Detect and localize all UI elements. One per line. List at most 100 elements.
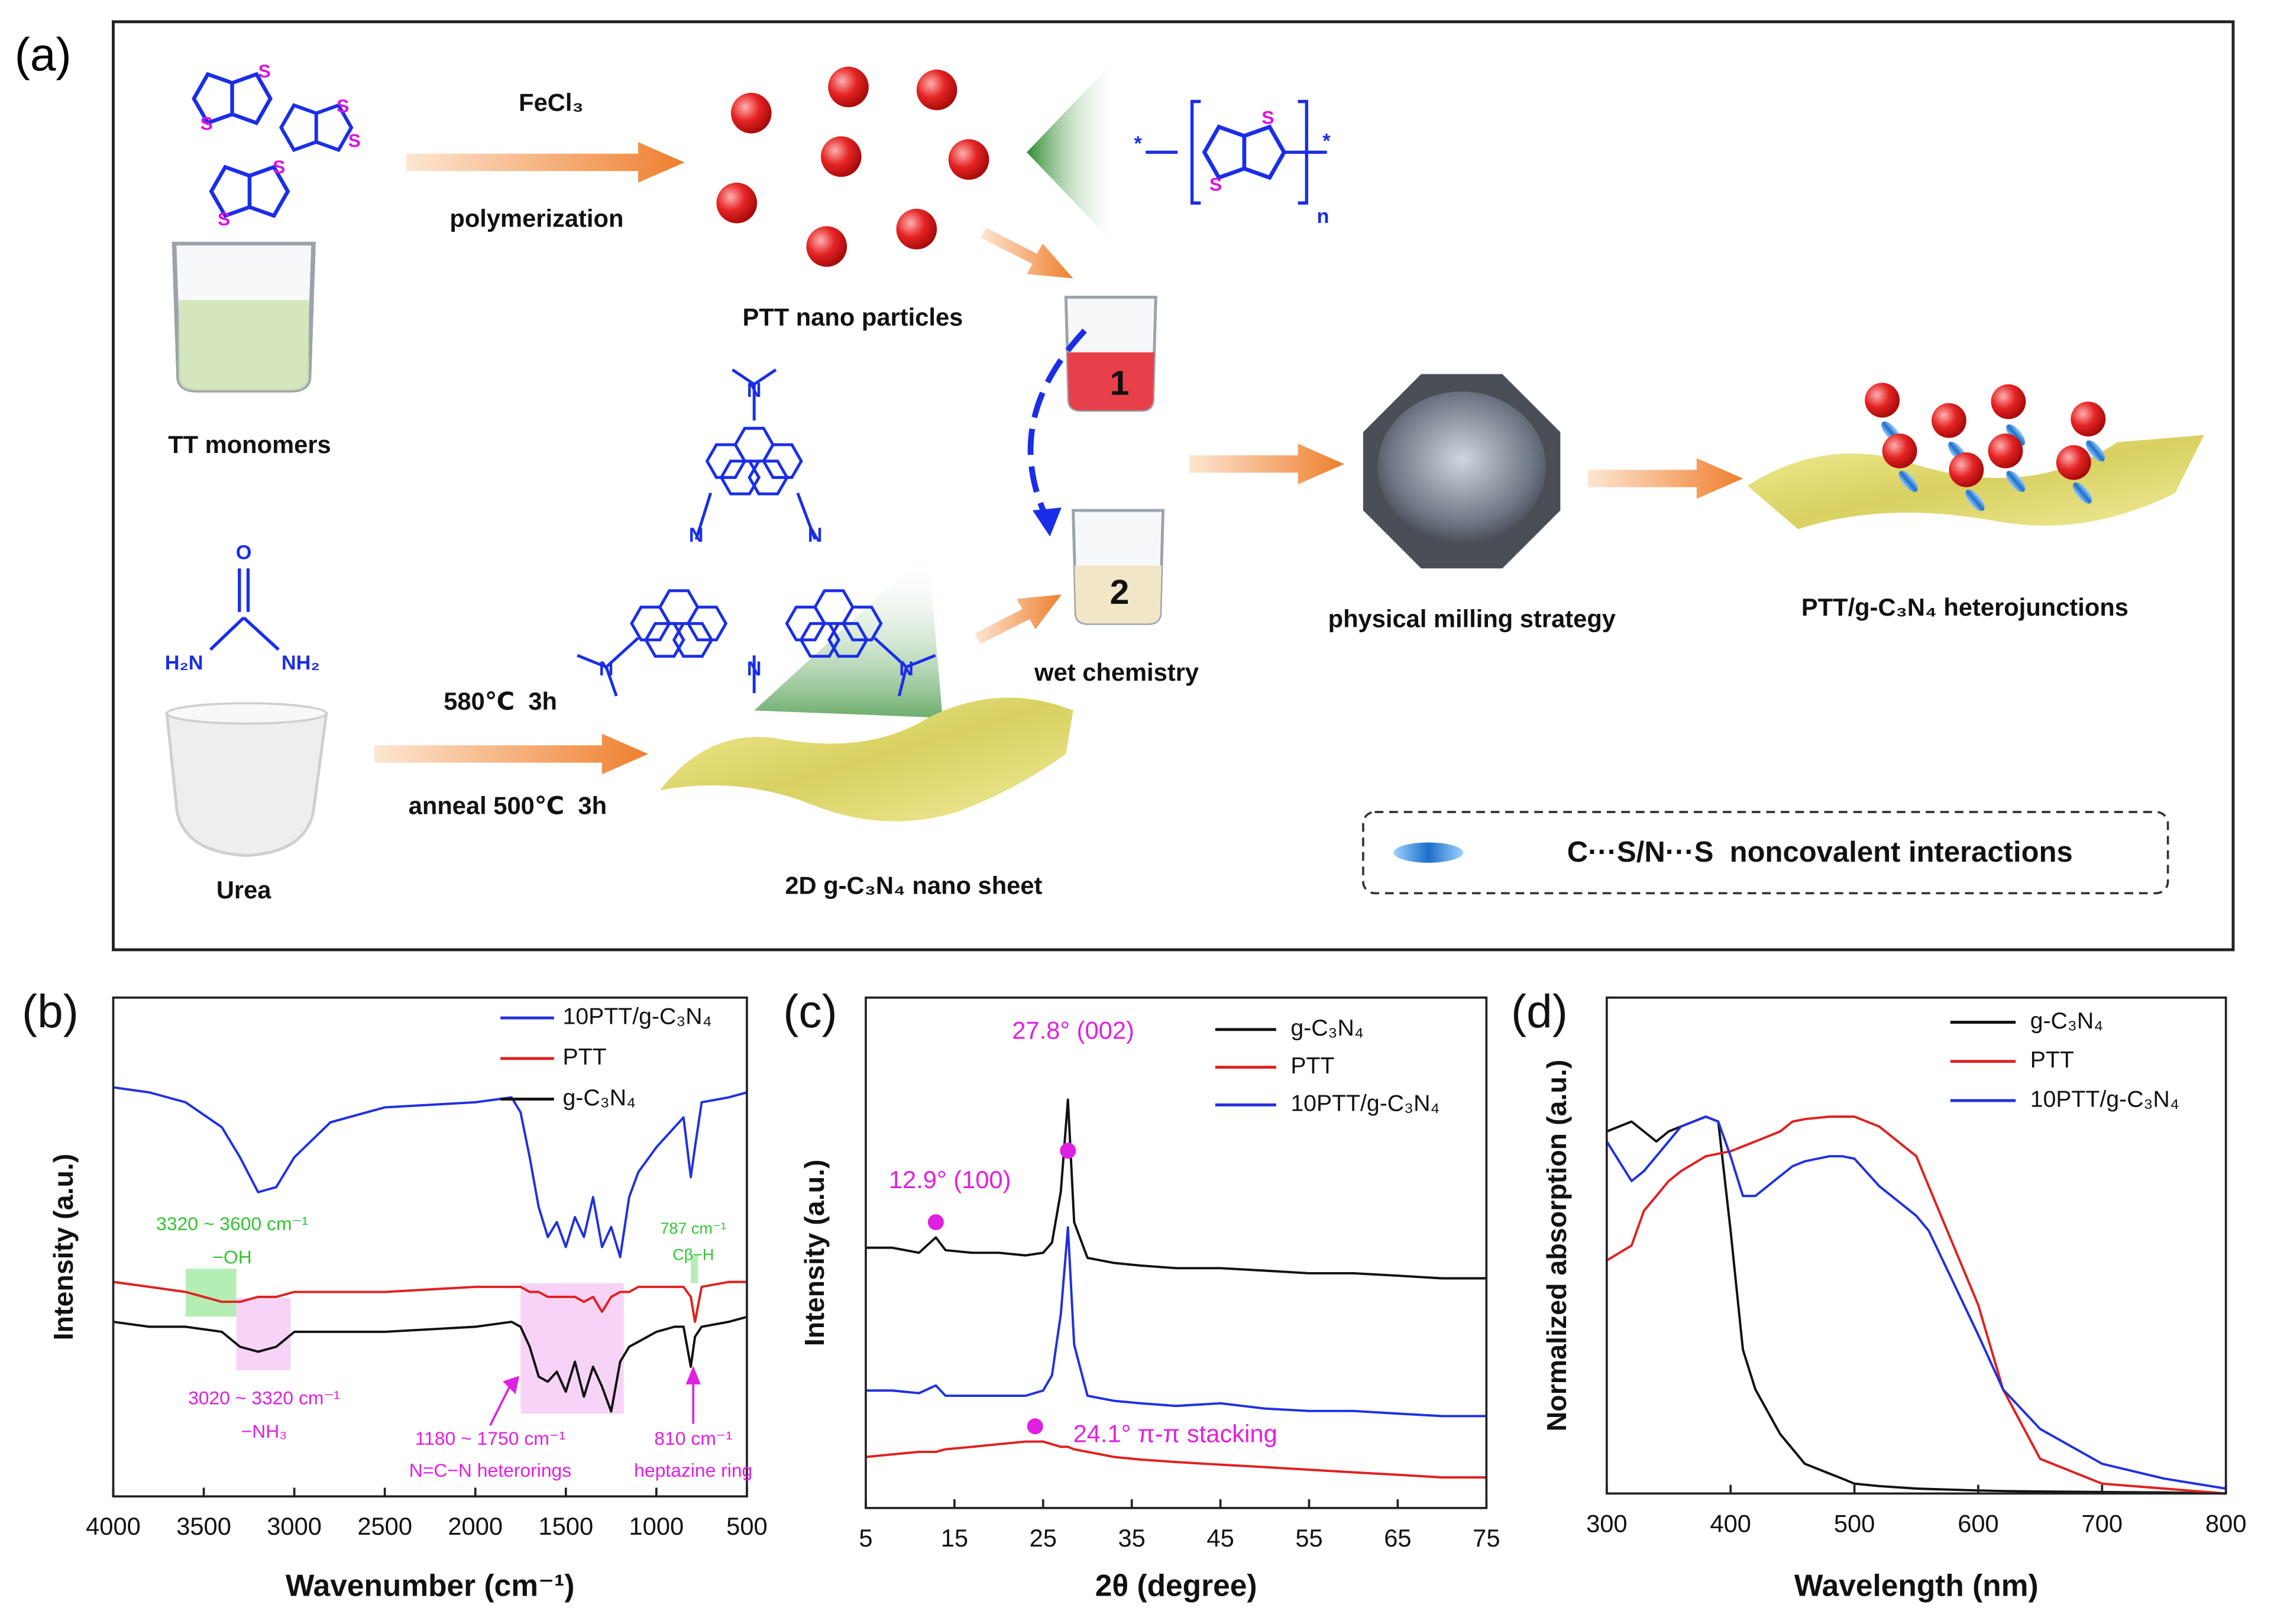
annotation: 3020 ~ 3320 cm⁻¹ [188, 1387, 340, 1408]
crucible-rim [166, 702, 328, 725]
decoration [632, 591, 726, 656]
label: S [258, 60, 271, 82]
decoration [1949, 452, 1984, 487]
label: PTT/g-C₃N₄ heterojunctions [1801, 593, 2128, 621]
decoration [974, 594, 1062, 644]
decoration [685, 1366, 701, 1384]
decoration [1932, 403, 1966, 438]
mortar-bowl [1377, 391, 1546, 542]
nanosheet [659, 697, 1073, 821]
annotation: Cβ−H [672, 1246, 714, 1263]
decoration [820, 136, 862, 177]
legend-symbol [1393, 842, 1464, 863]
label: polymerization [449, 205, 623, 232]
legend-label: g-C₃N₄ [2030, 1008, 2104, 1034]
series-line [113, 1280, 747, 1324]
decoration [1075, 565, 1162, 624]
label: TT monomers [168, 431, 331, 458]
annotation-dot [1027, 1418, 1043, 1435]
label: N [599, 658, 614, 680]
decoration [209, 568, 280, 651]
decoration [374, 733, 649, 775]
label: 2D g-C₃N₄ nano sheet [785, 872, 1042, 900]
ptt-structure: S S * * n [1134, 99, 1331, 228]
decoration [1204, 127, 1284, 178]
x-tick-label: 400 [1710, 1509, 1751, 1537]
y-axis-label: Normalized absorption (a.u.) [1541, 1060, 1572, 1432]
decoration [1865, 383, 2106, 487]
decoration [1882, 434, 1917, 468]
y-axis-label: Intensity (a.u.) [799, 1159, 830, 1346]
arrows [374, 142, 1743, 775]
decoration [1965, 489, 1985, 511]
label: anneal 500℃ 3h [409, 792, 607, 820]
decoration [707, 428, 801, 494]
label: PTT nano particles [742, 303, 963, 331]
x-tick-label: 300 [1586, 1509, 1628, 1537]
x-tick-label: 1000 [629, 1512, 684, 1540]
beaker-1 [1066, 297, 1156, 410]
x-tick-label: 500 [726, 1512, 768, 1540]
label: N [747, 379, 762, 402]
decoration [1988, 434, 2023, 468]
decoration [1189, 444, 1345, 484]
decoration [1898, 470, 1918, 493]
decoration [716, 182, 758, 224]
plot-frame [112, 996, 748, 1498]
decoration [1865, 383, 1900, 418]
label: Urea [216, 876, 271, 904]
x-tick-label: 600 [1958, 1509, 1999, 1537]
label: S [200, 112, 213, 134]
decoration [1587, 458, 1743, 499]
label: H₂N [165, 652, 203, 674]
series-line [1606, 1115, 2226, 1495]
label: N [808, 524, 823, 546]
annotation: N=C−N heterorings [409, 1460, 571, 1481]
annotation-dot [1060, 1143, 1076, 1159]
x-tick-label: 800 [2205, 1509, 2247, 1537]
decoration [2086, 440, 2105, 462]
decoration [730, 92, 772, 134]
label: N [747, 658, 762, 680]
x-tick-label: 3000 [267, 1512, 322, 1540]
label: S [273, 156, 285, 177]
label: S [218, 208, 230, 229]
legend-label: PTT [1290, 1053, 1334, 1079]
x-tick-label: 45 [1206, 1524, 1234, 1552]
series-line [1606, 1115, 2226, 1495]
decoration [503, 1376, 519, 1395]
ptt-particles [716, 66, 989, 267]
x-tick-label: 2500 [357, 1512, 412, 1540]
decoration [896, 209, 937, 250]
beaker-label: 1 [1110, 364, 1130, 403]
annotation: 810 cm⁻¹ [654, 1428, 732, 1449]
annotation-dot [927, 1214, 944, 1231]
x-tick-label: 1500 [538, 1512, 593, 1540]
annotation: 27.8° (002) [1012, 1017, 1134, 1044]
panel-label: (d) [1511, 985, 1568, 1037]
series-line [865, 1226, 1487, 1418]
beaker-tt [174, 244, 313, 391]
x-tick-label: 4000 [86, 1512, 141, 1540]
decoration [1067, 352, 1154, 410]
panel-label: (b) [22, 985, 79, 1037]
label: S [1209, 173, 1222, 195]
decoration [2006, 470, 2026, 493]
label: n [1316, 205, 1329, 228]
annotation-arrows [489, 1366, 701, 1426]
product-particles [1865, 383, 2106, 511]
x-tick-label: 35 [1118, 1524, 1146, 1552]
series-line [113, 1086, 748, 1259]
decoration [2071, 402, 2106, 436]
label: S [348, 130, 361, 151]
panel-label: (c) [783, 985, 837, 1037]
annotation: 787 cm⁻¹ [660, 1219, 726, 1237]
label: N [899, 658, 914, 680]
decoration [1991, 384, 2026, 419]
highlight-region [236, 1298, 291, 1370]
beaker-label: 2 [1110, 573, 1130, 612]
label: FeCl₃ [519, 89, 584, 117]
decoration [948, 139, 989, 180]
highlight-region [691, 1254, 698, 1283]
x-axis-label: Wavenumber (cm⁻¹) [286, 1568, 575, 1602]
